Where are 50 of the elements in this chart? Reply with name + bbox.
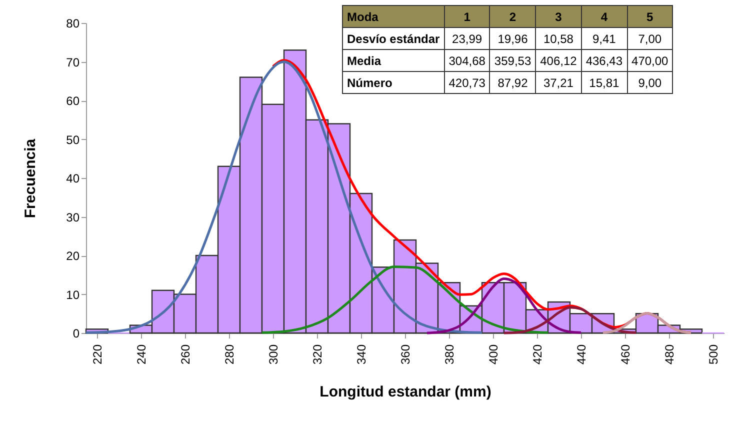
text: 1	[464, 10, 470, 24]
x-tick-label: 220	[90, 344, 104, 365]
annotation: 359,53	[490, 50, 536, 72]
x-tick-label: 460	[618, 344, 632, 365]
y-tick-label: 70	[66, 55, 80, 70]
annotation: Desvío estándar	[342, 28, 444, 50]
annotation: 436,43	[581, 50, 628, 72]
y-tick-label: 10	[66, 288, 80, 302]
x-tick-label: 260	[178, 344, 192, 365]
annotation: 19,96	[490, 28, 536, 50]
x-tick-label: 360	[398, 344, 412, 365]
annotation: 23,99	[444, 28, 490, 50]
text: 5	[646, 10, 654, 24]
y-tick-label: 20	[66, 249, 80, 263]
y-axis-title: Frecuencia	[22, 138, 40, 218]
annotation: 37,21	[536, 72, 582, 94]
x-tick-label: 280	[222, 344, 236, 365]
y-tick-label: 30	[66, 210, 80, 224]
x-tick-label: 380	[442, 344, 456, 365]
y-tick-label: 60	[66, 94, 80, 108]
text: 4	[600, 10, 608, 24]
annotation: 470,00	[627, 50, 673, 72]
y-tick-label: 50	[66, 132, 80, 147]
annotation: Número	[342, 72, 444, 94]
x-tick-label: 500	[706, 344, 720, 365]
annotation: 15,81	[581, 72, 628, 94]
annotation: 87,92	[490, 72, 536, 94]
x-tick-label: 420	[530, 344, 544, 365]
x-tick-label: 320	[310, 344, 324, 365]
text: 3	[555, 10, 562, 24]
annotation: 9,00	[627, 72, 673, 94]
y-tick-label: 0	[72, 326, 80, 340]
x-tick-label: 240	[134, 344, 148, 365]
x-tick-label: 440	[574, 344, 588, 365]
annotation: 420,73	[444, 72, 490, 94]
annotation: 304,68	[444, 50, 490, 72]
annotation: 10,58	[536, 28, 582, 50]
y-tick-label: 40	[66, 172, 80, 186]
text: Moda	[347, 10, 378, 24]
annotation: Media	[342, 50, 444, 72]
x-tick-label: 400	[486, 344, 500, 365]
x-tick-label: 300	[266, 344, 280, 365]
annotation: 406,12	[536, 50, 582, 72]
annotation: 7,00	[627, 28, 673, 50]
x-tick-label: 340	[354, 344, 368, 365]
y-tick-label: 80	[66, 16, 80, 30]
x-tick-label: 480	[662, 344, 676, 365]
annotation: 9,41	[581, 28, 628, 50]
text: 2	[509, 10, 516, 24]
x-axis-title: Longitud estandar (mm)	[320, 384, 492, 401]
